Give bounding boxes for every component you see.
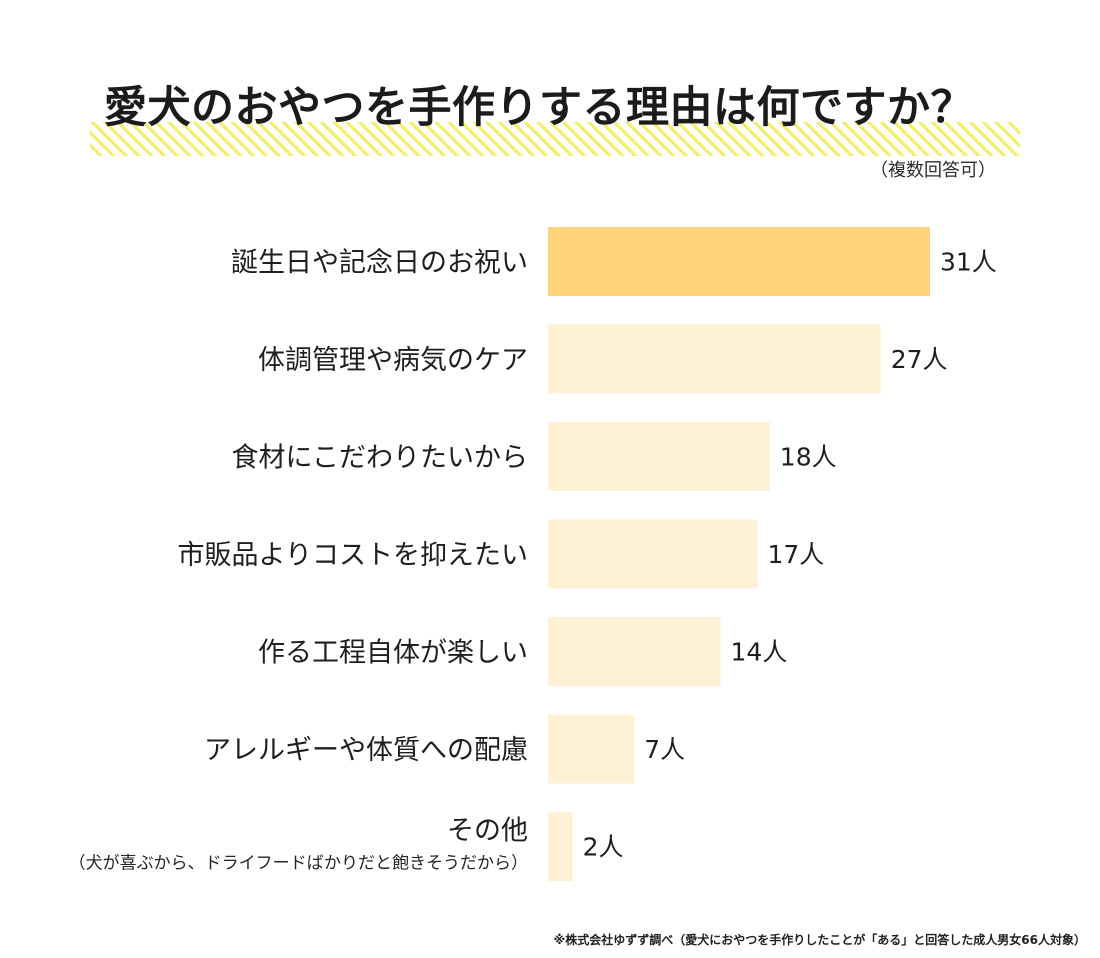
category-label-0: 誕生日や記念日のお祝い (231, 248, 528, 279)
category-label-3: 市販品よりコストを抑えたい (178, 540, 528, 571)
chart-subtitle: （複数回答可） (870, 160, 996, 181)
category-note-6: （犬が喜ぶから、ドライフードばかりだと飽きそうだから） (69, 854, 528, 874)
bar-6 (548, 812, 573, 881)
bar-0 (548, 227, 930, 296)
title-area: 愛犬のおやつを手作りする理由は何ですか？ (90, 78, 1020, 160)
value-label-2: 18人 (780, 443, 837, 472)
value-label-4: 14人 (731, 638, 788, 667)
title-underline-stripe (90, 122, 1020, 156)
category-label-4: 作る工程自体が楽しい (258, 638, 528, 669)
bar-2 (548, 422, 770, 491)
bar-5 (548, 714, 635, 784)
bar-1 (548, 324, 881, 394)
chart-title: 愛犬のおやつを手作りする理由は何ですか？ (104, 83, 974, 133)
value-label-5: 7人 (644, 735, 685, 764)
value-label-3: 17人 (767, 540, 824, 569)
value-label-6: 2人 (583, 833, 624, 862)
category-label-5: アレルギーや体質への配慮 (204, 735, 528, 766)
bar-3 (548, 519, 758, 589)
category-label-2: 食材にこだわりたいから (232, 443, 528, 474)
value-label-1: 27人 (891, 345, 948, 374)
bar-4 (548, 617, 721, 686)
source-footnote: ※株式会社ゆずず調べ（愛犬におやつを手作りしたことが「ある」と回答した成人男女6… (553, 933, 1086, 947)
category-label-6: その他 (447, 816, 528, 847)
value-label-0: 31人 (940, 248, 997, 277)
category-label-1: 体調管理や病気のケア (258, 345, 528, 376)
